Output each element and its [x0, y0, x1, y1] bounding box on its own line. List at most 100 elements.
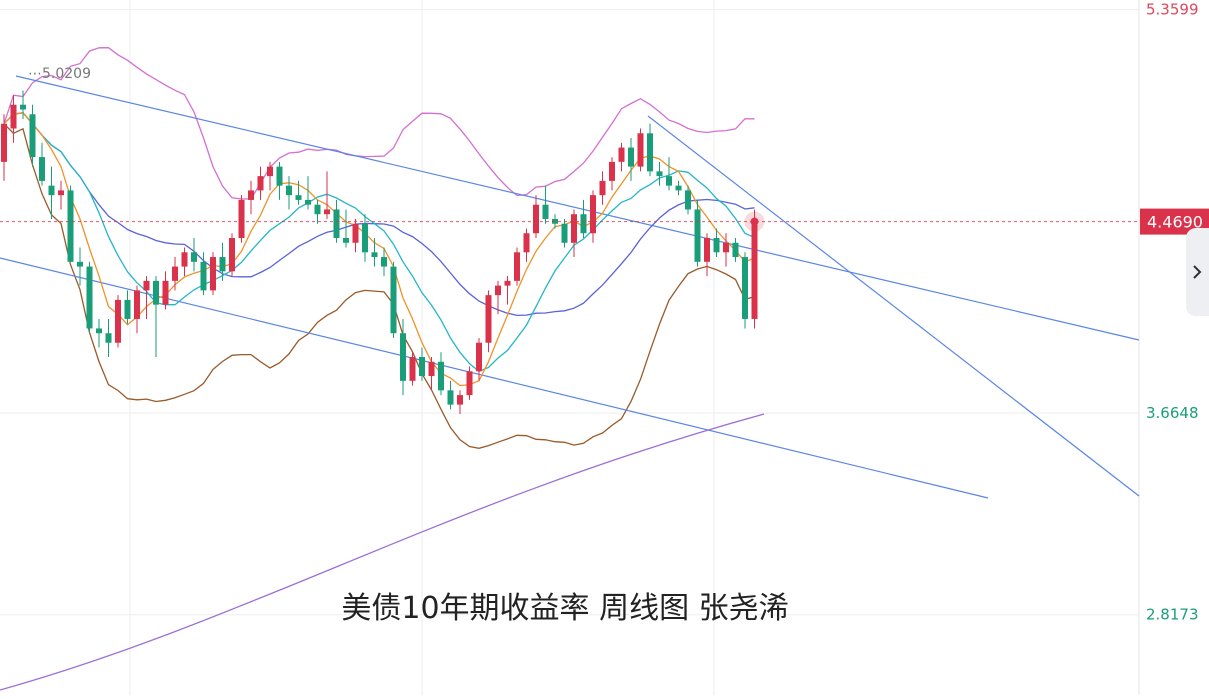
moving-averages [0, 112, 765, 691]
candle [713, 228, 720, 258]
candle [428, 357, 435, 391]
candle-body [238, 199, 245, 239]
candle [134, 285, 140, 334]
candle-body [713, 238, 720, 253]
candle-body [124, 299, 131, 319]
long-term-ma-line [0, 413, 765, 691]
high-price-marker: ⋯5.0209 [28, 66, 91, 82]
ma20-line [3, 112, 755, 317]
candle [39, 142, 45, 186]
candle [675, 180, 682, 196]
candle-body [542, 204, 549, 219]
candle-body [172, 266, 178, 281]
candle [466, 366, 473, 400]
candle-body [656, 171, 663, 177]
candle-body [77, 261, 83, 267]
candle [10, 95, 17, 143]
candle [381, 247, 387, 277]
candle [153, 276, 159, 358]
candle-body [428, 361, 435, 377]
candle [599, 171, 606, 205]
candle-body [333, 209, 340, 239]
candle-body [704, 238, 710, 262]
current-price-dot [750, 217, 759, 226]
candle [742, 252, 748, 329]
candle-body [514, 252, 520, 281]
candle-body [419, 357, 425, 377]
candle [267, 161, 273, 191]
candle-body [324, 209, 330, 215]
candle [200, 252, 207, 296]
candle [115, 295, 121, 348]
price-axis: 5.3599 3.6648 2.8173 4.4690 [1140, 1, 1209, 624]
candle-body [637, 133, 644, 167]
candle [86, 261, 93, 334]
candle-body [675, 185, 682, 191]
candle [409, 352, 416, 386]
candle-body [219, 257, 226, 272]
candle [447, 380, 454, 410]
candle [219, 242, 226, 281]
candle [286, 176, 292, 210]
candle-body [751, 218, 758, 319]
candle-body [523, 233, 530, 253]
candle [124, 290, 131, 324]
candle [476, 337, 482, 381]
candle [666, 157, 672, 191]
candle-body [67, 190, 74, 262]
scroll-right-button[interactable] [1186, 228, 1209, 316]
candle [438, 352, 444, 396]
candle [248, 180, 254, 215]
candle [105, 318, 112, 358]
trend-lines[interactable] [0, 75, 1140, 499]
candle-body [438, 361, 444, 391]
candle-body [371, 252, 378, 258]
price-tick-label: 5.3599 [1146, 1, 1199, 19]
candle [295, 180, 302, 205]
trend-line [647, 115, 1140, 497]
candle-body [447, 390, 454, 405]
candle [58, 180, 64, 210]
candle-body [485, 295, 492, 343]
candle-body [571, 214, 577, 243]
chart-caption: 美债10年期收益率 周线图 张尧浠 [341, 591, 789, 626]
candle [723, 233, 729, 267]
candle-body [20, 104, 26, 110]
candle-body [305, 199, 311, 205]
candle [343, 209, 349, 248]
candle-body [200, 261, 207, 291]
candle-body [666, 176, 672, 186]
candle [647, 123, 653, 177]
candle-body [105, 333, 112, 343]
candle [314, 199, 321, 224]
candle-body [647, 133, 653, 172]
candle-body [504, 280, 511, 286]
grid [0, 0, 1140, 695]
candle-body [143, 280, 150, 291]
candle [29, 104, 36, 167]
ma10-line [3, 112, 755, 373]
candle-body [162, 280, 169, 305]
candle-body [599, 180, 606, 196]
candle-body [210, 257, 216, 291]
price-tick-label: 2.8173 [1146, 606, 1199, 624]
candle [618, 142, 625, 172]
candle [694, 199, 701, 267]
candle-body [390, 266, 397, 334]
candle-body [580, 214, 587, 234]
candle-body [561, 223, 568, 243]
candle [514, 247, 520, 286]
candle [495, 280, 501, 315]
candle [96, 318, 102, 348]
candle [390, 261, 397, 338]
candle [542, 185, 549, 224]
candle [67, 185, 74, 262]
candle [504, 276, 511, 305]
candle-body [533, 204, 539, 234]
candle [590, 190, 596, 243]
bollinger-bands [3, 47, 755, 449]
candle-body [39, 157, 45, 181]
candle [371, 238, 378, 267]
